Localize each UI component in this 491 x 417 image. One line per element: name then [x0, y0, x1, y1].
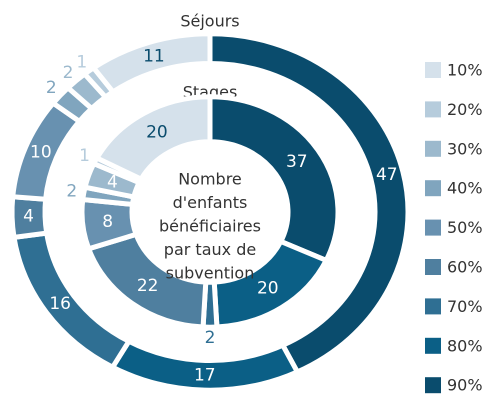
legend-label: 20% [447, 100, 483, 119]
value-label: 11 [143, 47, 165, 67]
legend-label: 10% [447, 61, 483, 80]
legend-swatch [425, 101, 441, 118]
segment [89, 31, 213, 96]
value-label: 22 [137, 276, 159, 296]
legend-swatch [425, 180, 441, 197]
legend-swatch [425, 219, 441, 236]
value-label: 20 [146, 123, 168, 143]
value-label: 2 [66, 182, 77, 202]
ring-title: Séjours [180, 12, 239, 31]
value-label: 4 [107, 172, 118, 192]
value-label: 8 [102, 212, 113, 232]
value-label: 1 [79, 146, 90, 166]
legend-swatch [425, 337, 441, 354]
value-label: 47 [376, 165, 398, 185]
legend-label: 40% [447, 179, 483, 198]
center-text: par taux de [164, 240, 256, 259]
legend-swatch [425, 140, 441, 157]
value-label: 10 [30, 143, 52, 163]
legend-label: 70% [447, 297, 483, 316]
center-text: subvention [166, 264, 255, 283]
value-label: 37 [286, 152, 308, 172]
segment [93, 94, 213, 183]
value-label: 2 [63, 63, 74, 83]
legend-swatch [425, 298, 441, 315]
value-label: 20 [257, 279, 279, 299]
value-label: 4 [23, 207, 34, 227]
legend-label: 60% [447, 258, 483, 277]
legend-label: 80% [447, 336, 483, 355]
center-text: Nombre [178, 170, 242, 189]
center-text: bénéficiaires [159, 217, 261, 236]
legend-swatch [425, 259, 441, 275]
value-label: 17 [194, 365, 216, 385]
legend-swatch [425, 62, 441, 78]
value-label: 2 [205, 328, 216, 348]
legend-label: 90% [447, 376, 483, 395]
legend-label: 50% [447, 218, 483, 237]
segment [207, 94, 341, 264]
legend-swatch [425, 377, 441, 394]
value-label: 1 [76, 52, 87, 72]
value-label: 2 [46, 78, 57, 98]
value-label: 16 [49, 294, 71, 314]
legend-label: 30% [447, 139, 483, 158]
center-text: d'enfants [173, 193, 248, 212]
